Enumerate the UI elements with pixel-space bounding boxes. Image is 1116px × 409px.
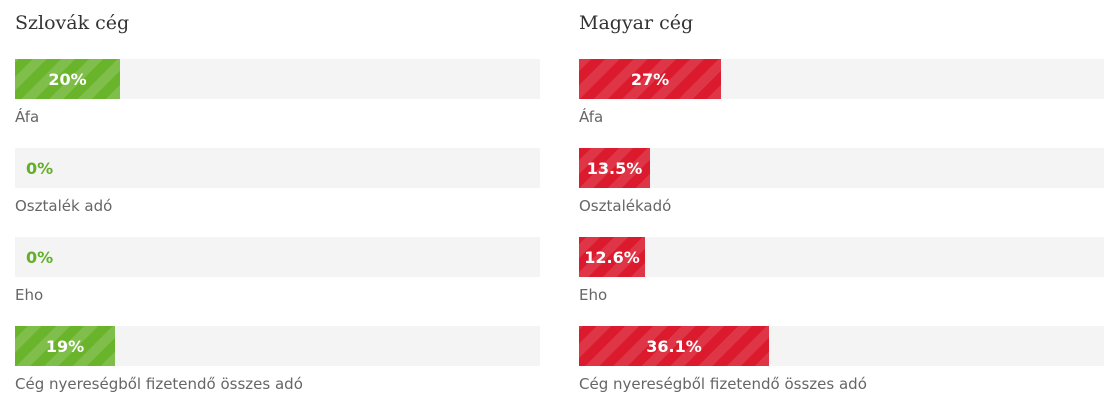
slovak-eho-metric: 0% Eho [15, 237, 540, 304]
slovak-vat-value: 20% [48, 69, 87, 89]
slovak-total-tax-label: Cég nyereségből fizetendő összes adó [15, 375, 303, 393]
progress-track: 0% [15, 148, 540, 188]
hungarian-vat-metric: 27% Áfa [579, 59, 1104, 126]
slovak-eho-value: 0% [26, 247, 54, 267]
hungarian-total-tax-metric: 36.1% Cég nyereségből fizetendő összes a… [579, 326, 1104, 393]
hungarian-vat-label: Áfa [579, 108, 604, 126]
hungarian-vat-bar: 27% [579, 59, 721, 99]
slovak-dividend-tax-value: 0% [26, 158, 54, 178]
hungarian-dividend-tax-metric: 13.5% Osztalékadó [579, 148, 1104, 215]
slovak-total-tax-value: 19% [45, 336, 85, 356]
progress-track: 27% [579, 59, 1104, 99]
hungarian-eho-bar: 12.6% [579, 237, 645, 277]
hungarian-total-tax-bar: 36.1% [579, 326, 769, 366]
hungarian-eho-label: Eho [579, 286, 608, 304]
slovak-vat-metric: 20% Áfa [15, 59, 540, 126]
hungarian-vat-value: 27% [630, 69, 670, 89]
hungarian-eho-value: 12.6% [584, 247, 640, 267]
progress-track: 12.6% [579, 237, 1104, 277]
slovak-vat-bar: 20% [15, 59, 120, 99]
slovak-company-title: Szlovák cég [15, 12, 130, 34]
slovak-dividend-tax-metric: 0% Osztalék adó [15, 148, 540, 215]
slovak-total-tax-metric: 19% Cég nyereségből fizetendő összes adó [15, 326, 540, 393]
hungarian-eho-metric: 12.6% Eho [579, 237, 1104, 304]
slovak-dividend-tax-bar: 0% [15, 148, 53, 188]
hungarian-total-tax-value: 36.1% [646, 336, 702, 356]
slovak-dividend-tax-label: Osztalék adó [15, 197, 113, 215]
hungarian-dividend-tax-value: 13.5% [586, 158, 643, 178]
progress-track: 13.5% [579, 148, 1104, 188]
progress-track: 36.1% [579, 326, 1104, 366]
progress-track: 19% [15, 326, 540, 366]
slovak-eho-bar: 0% [15, 237, 53, 277]
slovak-vat-label: Áfa [15, 108, 40, 126]
progress-track: 20% [15, 59, 540, 99]
hungarian-company-title: Magyar cég [579, 12, 694, 34]
slovak-eho-label: Eho [15, 286, 44, 304]
hungarian-dividend-tax-bar: 13.5% [579, 148, 650, 188]
hungarian-total-tax-label: Cég nyereségből fizetendő összes adó [579, 375, 867, 393]
progress-track: 0% [15, 237, 540, 277]
slovak-total-tax-bar: 19% [15, 326, 115, 366]
hungarian-dividend-tax-label: Osztalékadó [579, 197, 672, 215]
